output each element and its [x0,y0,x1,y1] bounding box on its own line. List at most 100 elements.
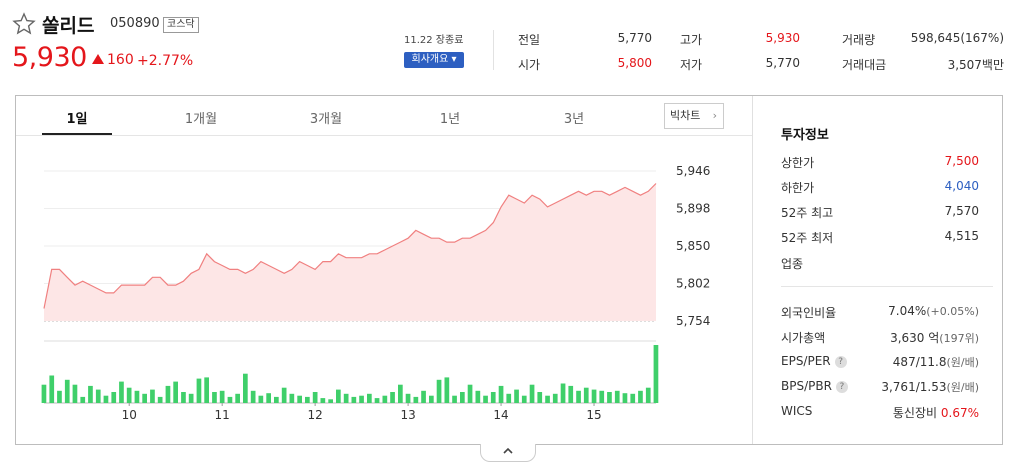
stock-name: 쏠리드 [42,15,95,37]
y-tick-label: 5,946 [676,164,710,178]
volume-bar [281,387,287,403]
volume-bar [545,395,550,403]
volume-bar [583,387,589,403]
volume-bar [88,385,93,403]
info-value: 4,515 [944,229,979,243]
volume-bar [297,395,302,403]
volume-bar [157,396,163,403]
volume-bar [645,387,651,403]
volume-bar [142,393,147,403]
info-title: 투자정보 [781,128,829,143]
star-icon[interactable] [12,12,36,36]
volume-bar [119,381,124,403]
volume-bar [134,390,140,403]
volume-bar [514,389,519,403]
stat-value-volume: 598,645(167%) [910,31,1004,45]
divider [493,30,494,70]
volume-bar [103,395,109,403]
volume-bar [80,396,86,403]
volume-bar [552,393,558,403]
volume-bar [204,377,209,403]
stat-label-volume: 거래량 [842,33,876,47]
info-extra: 0.67% [940,406,979,420]
active-tab-indicator [42,133,112,135]
info-label: 업종 [781,257,804,271]
volume-bar [343,393,349,403]
volume-bar [607,392,612,403]
volume-bar [638,390,643,403]
stat-label-prev-close: 전일 [518,33,541,47]
stat-label-open: 시가 [518,58,541,72]
volume-bar [266,393,271,403]
up-triangle-icon [92,54,104,64]
info-label: BPS/PBR [781,379,832,393]
info-value: 3,761/1.53 [881,380,947,394]
bigchart-label: 빅차트 [670,109,701,122]
price-chart: 5,946 5,898 5,850 5,802 5,754 10 11 12 13 14 15 [41,164,710,422]
volume-bar [374,398,380,403]
volume-bar [591,389,597,403]
tab-1m[interactable]: 1개월 [184,112,218,127]
volume-bar [537,392,543,403]
volume-bar [227,396,233,403]
tab-1d[interactable]: 1일 [66,112,88,127]
bigchart-button[interactable]: 빅차트 › [664,103,724,129]
help-icon[interactable]: ? [834,356,847,368]
info-row-sector: 업종 [781,255,979,272]
volume-bar [529,384,535,403]
volume-bar [576,390,581,403]
investment-info: 투자정보 상한가 7,500 하한가 4,040 52주 최고 7,570 52… [753,96,1002,444]
tab-3m[interactable]: 3개월 [309,112,343,127]
info-value: 3,630 억 [890,331,940,345]
volume-bar [95,389,101,403]
help-icon[interactable]: ? [835,381,848,393]
info-value: 487/11.8 [892,355,947,369]
market-status: 11.22 장종료 [404,35,464,46]
volume-bar [235,393,240,403]
info-value: 4,040 [944,179,979,193]
info-label: 52주 최저 [781,231,834,245]
tab-1y[interactable]: 1년 [439,112,461,127]
chevron-right-icon: › [712,109,717,122]
volume-bar [274,396,279,403]
volume-bar [405,393,411,403]
x-tick-label: 15 [586,408,601,422]
volume-bar [382,395,388,403]
volume-bar [452,395,457,403]
volume-bar [398,384,403,403]
info-row-bps-pbr: BPS/PBR? 3,761/1.53(원/배) [781,379,979,394]
info-value: 7.04% [888,304,927,318]
x-tick-label: 10 [122,408,137,422]
volume-bar [258,395,264,403]
info-extra: (197위) [939,332,979,345]
info-value: 7,570 [944,204,979,218]
volume-bar [653,345,659,403]
stock-code: 050890 [110,16,160,31]
volume-bar [150,389,155,403]
company-overview-button[interactable]: 회사개요 ▾ [404,52,464,68]
volume-bar [212,392,217,403]
fold-button[interactable] [480,444,536,462]
current-price: 5,930 [12,42,87,73]
volume-bar [289,393,295,403]
volume-bar [367,393,372,403]
stat-value-trade-value: 3,507백만 [947,58,1004,72]
volume-bar [181,392,186,403]
volume-bar [467,384,473,403]
info-row-52w-high: 52주 최고 7,570 [781,204,979,221]
price-change-value: 160 [107,52,134,68]
volume-bar [560,383,566,403]
x-tick-label: 13 [400,408,415,422]
volume-bar [64,379,70,403]
info-row-market-cap: 시가총액 3,630 억(197위) [781,329,979,346]
volume-bar [111,392,117,403]
info-value[interactable]: 통신장비 [892,406,938,420]
volume-bar [328,399,333,403]
volume-bar [312,392,318,403]
info-label: 52주 최고 [781,206,834,220]
volume-bar [359,395,364,403]
divider [752,96,753,444]
y-tick-label: 5,898 [676,202,710,216]
tab-3y[interactable]: 3년 [563,112,585,127]
info-extra: (+0.05%) [926,305,979,318]
